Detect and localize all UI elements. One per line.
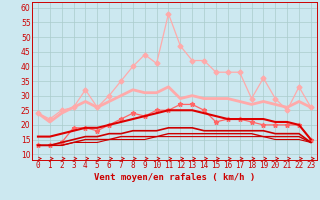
X-axis label: Vent moyen/en rafales ( km/h ): Vent moyen/en rafales ( km/h ) bbox=[94, 173, 255, 182]
